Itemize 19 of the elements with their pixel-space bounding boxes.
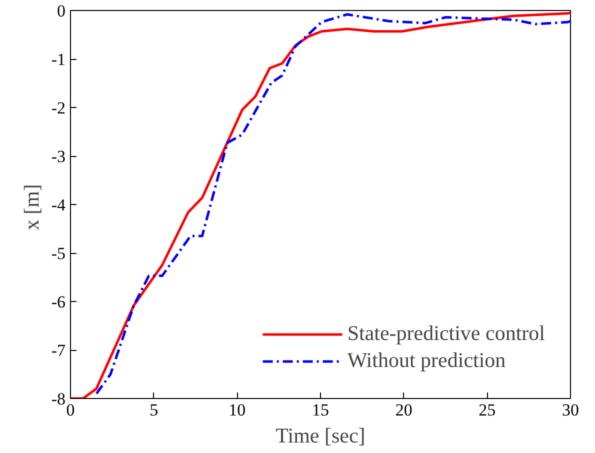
y-tick-label: -7 [51,341,66,360]
y-tick-label: -2 [51,98,66,118]
y-tick-label: -8 [51,390,66,408]
legend-label: Without prediction [347,348,506,373]
y-axis-title: x [m] [19,184,44,230]
x-tick-label: 10 [228,400,246,420]
y-tick-label: -6 [51,292,66,312]
y-tick-label: -1 [51,50,66,69]
x-tick-label: 15 [312,400,329,420]
y-tick-label: 0 [57,2,66,20]
y-tick-label: -3 [51,147,66,166]
x-tick-label: 25 [478,400,496,420]
y-tick-label: -5 [51,244,66,263]
x-tick-label: 30 [562,400,579,420]
legend-label: State-predictive control [347,321,545,346]
x-tick-label: 20 [395,400,412,420]
x-tick-label: 5 [150,400,158,420]
x-axis-title: Time [sec] [276,424,366,448]
y-tick-label: -4 [51,196,66,214]
